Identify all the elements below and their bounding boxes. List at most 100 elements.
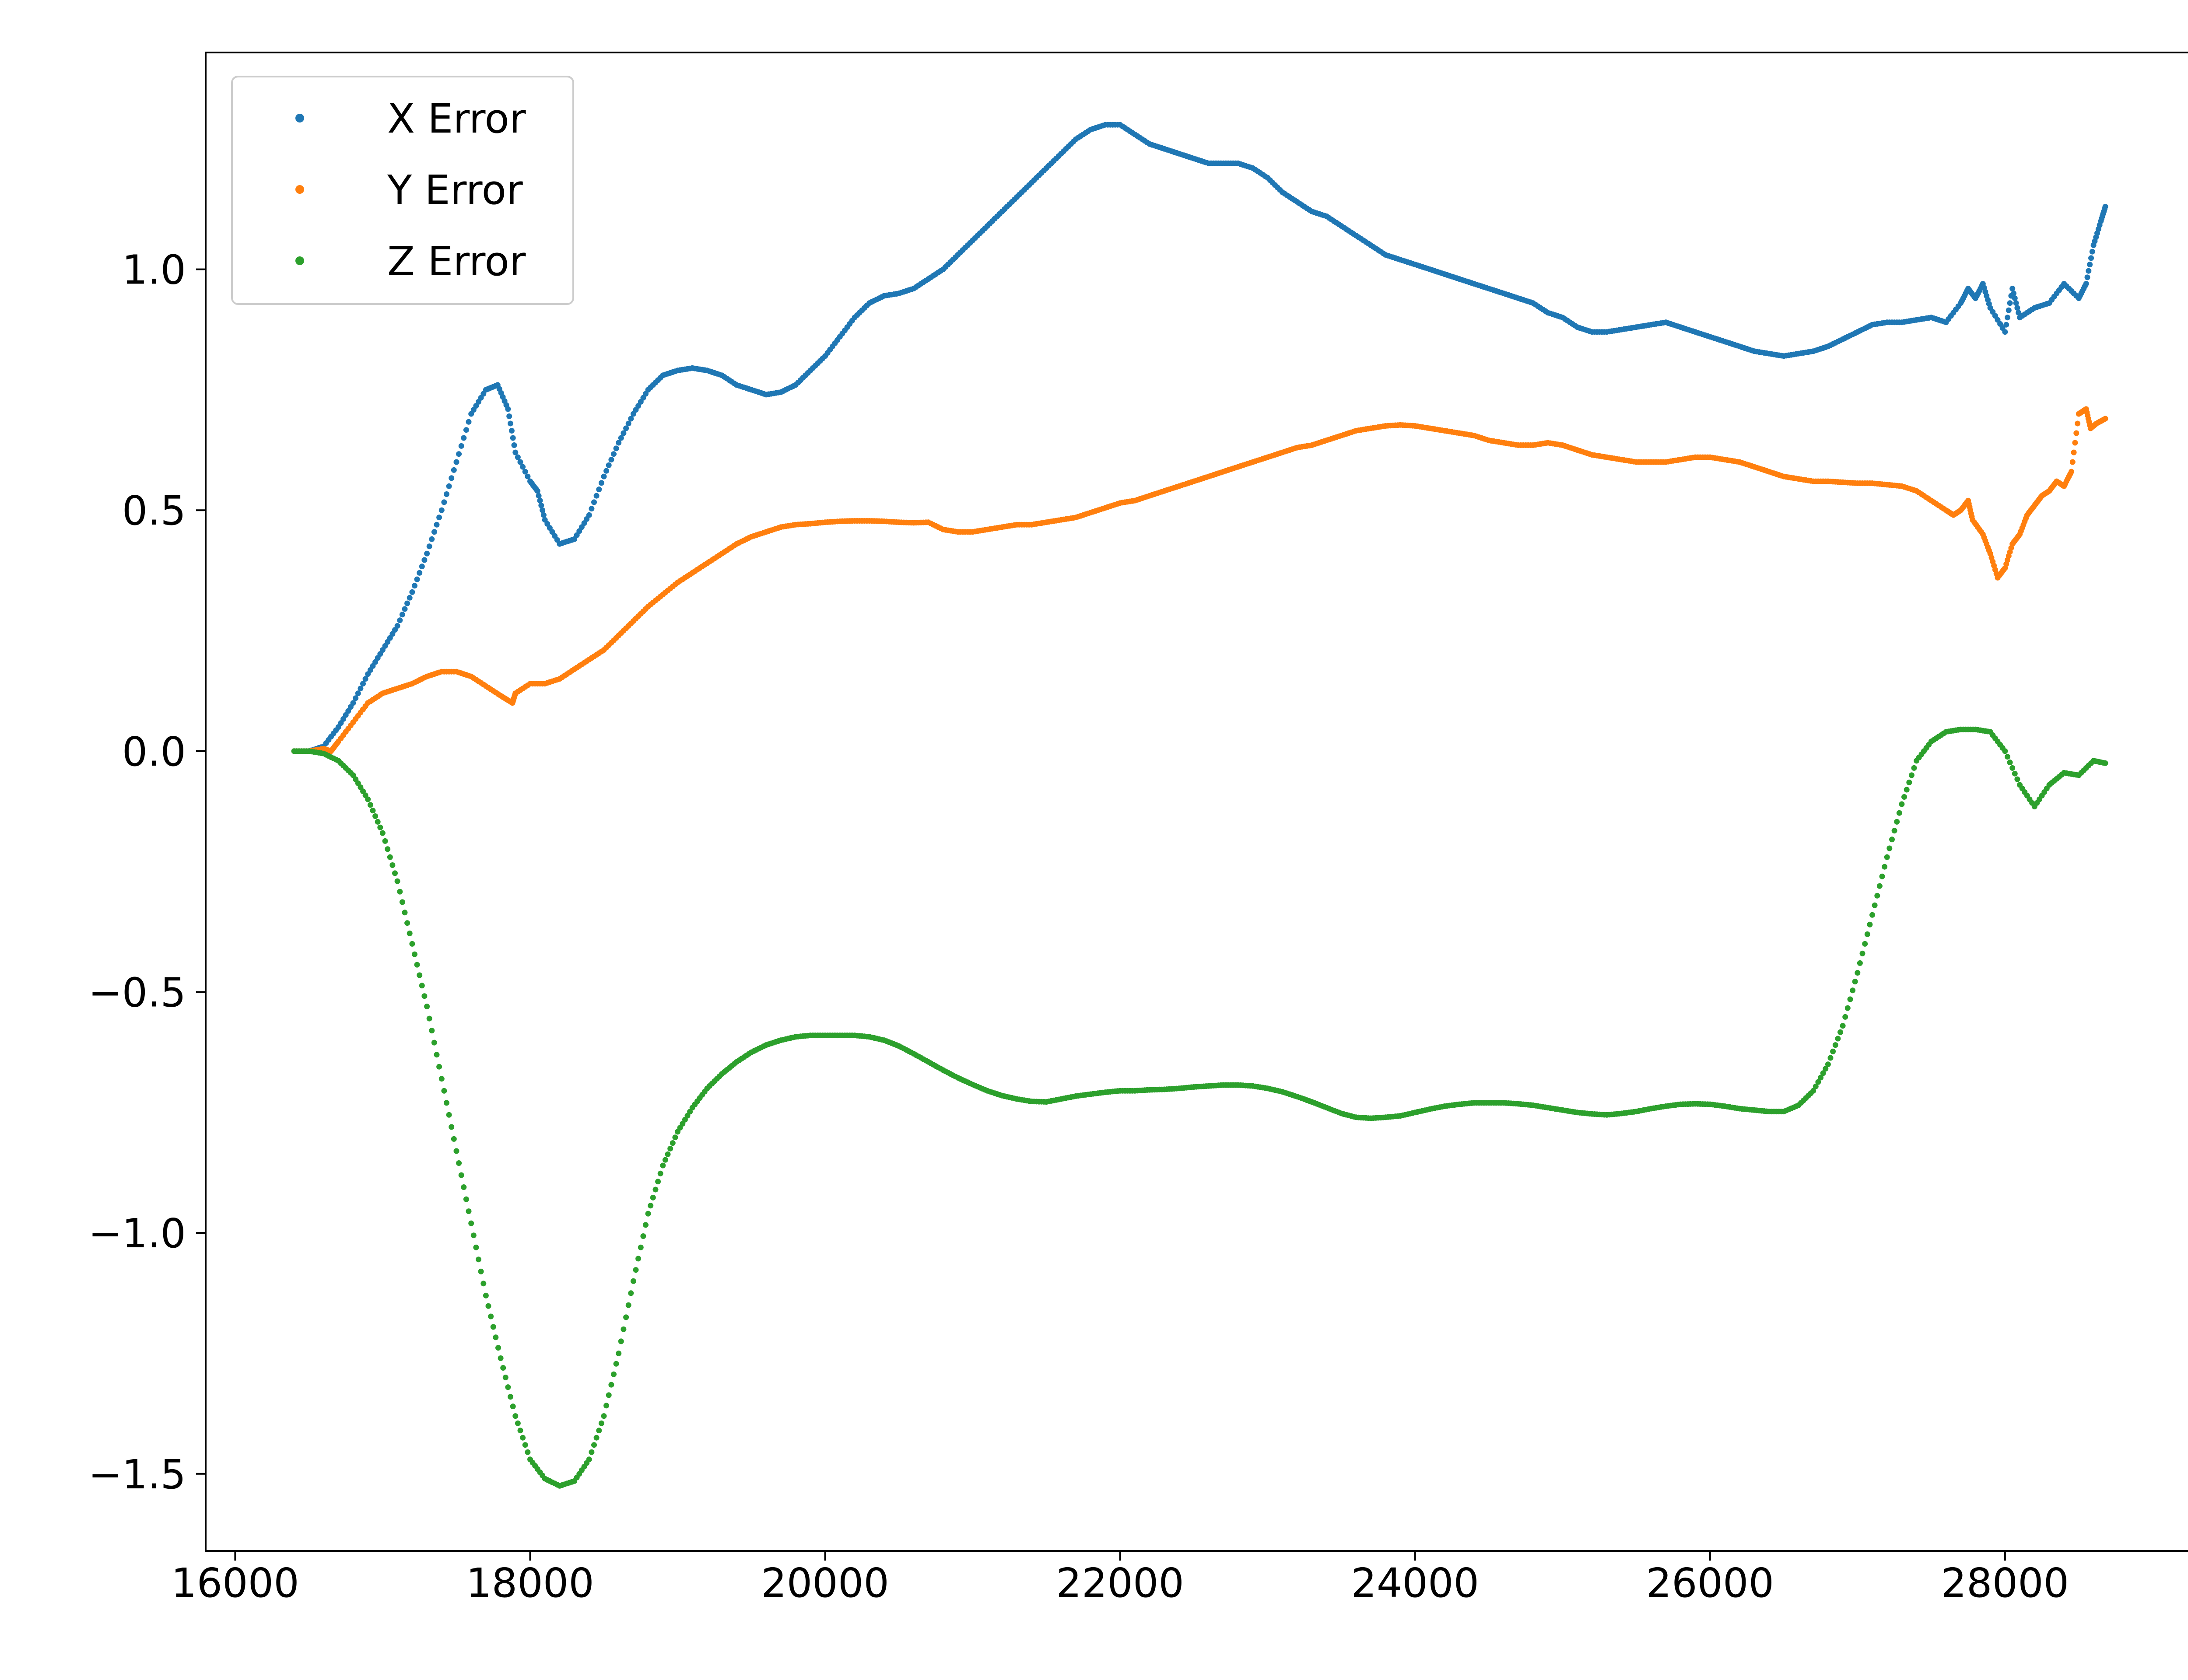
data-point xyxy=(1837,1029,1843,1035)
x-tick-label: 18000 xyxy=(466,1560,594,1606)
data-point xyxy=(419,564,425,570)
data-point xyxy=(377,824,383,830)
data-point xyxy=(429,1028,435,1034)
data-point xyxy=(522,469,528,475)
series-y-error xyxy=(291,406,2108,754)
data-point xyxy=(603,1403,610,1409)
data-point xyxy=(1894,819,1900,825)
data-point xyxy=(1859,950,1865,956)
y-tick-label: −1.0 xyxy=(88,1210,186,1257)
data-point xyxy=(512,1413,519,1419)
data-point xyxy=(645,1211,651,1217)
data-point xyxy=(1899,801,1905,807)
data-point xyxy=(379,830,386,836)
data-point xyxy=(510,1404,516,1410)
data-point xyxy=(412,583,417,589)
data-point xyxy=(613,445,619,452)
data-point xyxy=(350,700,356,706)
data-point xyxy=(458,443,464,449)
data-point xyxy=(515,1420,521,1426)
data-point xyxy=(1830,1048,1836,1054)
data-point xyxy=(1896,810,1902,816)
data-point xyxy=(2073,430,2079,436)
data-point xyxy=(1823,1066,1829,1072)
data-point xyxy=(1872,902,1878,908)
data-point xyxy=(458,1172,464,1178)
data-point xyxy=(1832,1042,1838,1048)
data-point xyxy=(490,1324,496,1330)
data-point xyxy=(417,570,423,576)
data-point xyxy=(515,454,521,460)
data-point xyxy=(1879,873,1885,879)
data-point xyxy=(1891,828,1897,834)
data-point xyxy=(2102,203,2108,210)
data-point xyxy=(1884,854,1890,860)
data-point xyxy=(372,813,379,819)
data-point xyxy=(438,507,445,513)
x-tick-label: 16000 xyxy=(171,1560,299,1606)
data-point xyxy=(2016,310,2022,316)
data-point xyxy=(628,1290,634,1296)
data-point xyxy=(461,1184,467,1190)
data-point xyxy=(2006,307,2012,313)
data-point xyxy=(2075,420,2081,427)
data-point xyxy=(446,483,452,489)
data-point xyxy=(586,512,592,518)
data-point xyxy=(444,491,449,497)
data-point xyxy=(2014,776,2020,782)
data-point xyxy=(1815,1079,1821,1085)
data-point xyxy=(412,951,417,957)
x-tick-label: 28000 xyxy=(1941,1560,2069,1606)
data-point xyxy=(375,819,381,825)
data-point xyxy=(643,1222,649,1228)
data-point xyxy=(1827,1055,1834,1061)
data-point xyxy=(2005,315,2010,321)
data-point xyxy=(520,464,526,470)
data-point xyxy=(495,1345,501,1351)
data-point xyxy=(623,425,629,431)
data-point xyxy=(409,941,415,947)
data-point xyxy=(414,576,420,582)
data-point xyxy=(505,406,511,412)
data-point xyxy=(392,870,398,876)
data-point xyxy=(618,1338,624,1344)
data-point xyxy=(468,1220,474,1226)
data-point xyxy=(1835,1036,1841,1042)
data-point xyxy=(1874,892,1880,899)
data-point xyxy=(426,543,432,550)
data-point xyxy=(606,462,612,468)
data-point xyxy=(522,1442,528,1448)
legend-label: Z Error xyxy=(387,238,526,285)
data-point xyxy=(665,1151,671,1157)
data-point xyxy=(389,862,396,868)
data-point xyxy=(463,1196,469,1202)
data-point xyxy=(2014,305,2020,311)
data-point xyxy=(426,1015,432,1022)
data-point xyxy=(438,1076,445,1082)
data-point xyxy=(1904,787,1910,793)
data-point xyxy=(429,536,435,542)
data-point xyxy=(456,1160,462,1166)
data-point xyxy=(621,430,627,436)
data-point xyxy=(470,1232,477,1239)
data-point xyxy=(613,1361,619,1367)
data-point xyxy=(399,612,405,618)
data-point xyxy=(608,457,614,463)
data-point xyxy=(586,1456,592,1463)
x-tick-label: 24000 xyxy=(1351,1560,1479,1606)
legend-marker xyxy=(295,114,304,122)
data-point xyxy=(502,1375,508,1380)
data-point xyxy=(640,1233,646,1239)
data-point xyxy=(593,1435,600,1441)
data-point xyxy=(367,802,373,808)
data-point xyxy=(2007,760,2013,766)
data-point xyxy=(1842,1014,1848,1020)
data-point xyxy=(431,1040,437,1046)
data-point xyxy=(2013,300,2019,306)
data-point xyxy=(625,1302,631,1308)
y-tick-label: 0.5 xyxy=(122,487,186,534)
data-point xyxy=(453,1148,459,1154)
y-tick-label: 1.0 xyxy=(122,247,186,294)
data-point xyxy=(417,972,423,978)
data-point xyxy=(1847,996,1853,1002)
